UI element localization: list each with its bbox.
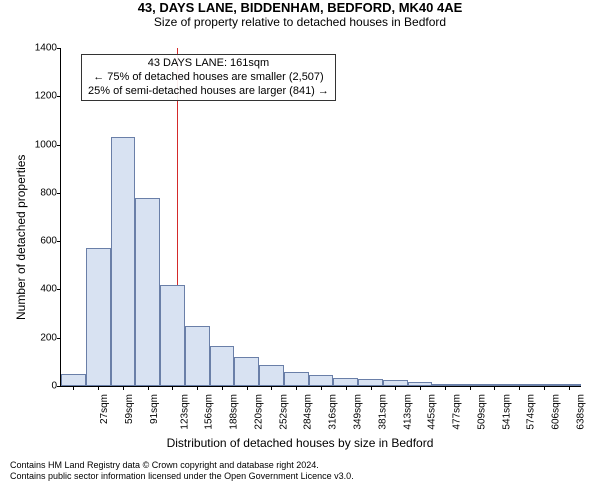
x-tick-mark bbox=[569, 386, 570, 390]
y-tick-label: 0 bbox=[23, 381, 57, 392]
x-tick-mark bbox=[172, 386, 173, 390]
x-tick-mark bbox=[222, 386, 223, 390]
x-tick-label: 188sqm bbox=[229, 394, 240, 430]
y-tick-mark bbox=[57, 386, 61, 387]
histogram-bar bbox=[284, 372, 309, 386]
x-tick-label: 477sqm bbox=[452, 394, 463, 430]
chart-title: 43, DAYS LANE, BIDDENHAM, BEDFORD, MK40 … bbox=[0, 0, 600, 15]
y-tick-mark bbox=[57, 289, 61, 290]
x-tick-label: 316sqm bbox=[328, 394, 339, 430]
x-tick-mark bbox=[395, 386, 396, 390]
x-tick-label: 220sqm bbox=[254, 394, 265, 430]
y-tick-mark bbox=[57, 48, 61, 49]
y-tick-label: 600 bbox=[23, 236, 57, 247]
x-tick-mark bbox=[494, 386, 495, 390]
histogram-bar bbox=[259, 365, 284, 386]
chart-container: 43, DAYS LANE, BIDDENHAM, BEDFORD, MK40 … bbox=[0, 0, 600, 500]
x-tick-label: 606sqm bbox=[551, 394, 562, 430]
x-tick-label: 413sqm bbox=[402, 394, 413, 430]
x-tick-mark bbox=[321, 386, 322, 390]
annotation-line: 43 DAYS LANE: 161sqm bbox=[88, 57, 329, 71]
x-tick-label: 156sqm bbox=[204, 394, 215, 430]
x-tick-mark bbox=[98, 386, 99, 390]
histogram-bar bbox=[309, 375, 334, 386]
x-tick-mark bbox=[519, 386, 520, 390]
x-tick-label: 381sqm bbox=[377, 394, 388, 430]
histogram-bar bbox=[61, 374, 86, 386]
histogram-bar bbox=[333, 378, 358, 386]
histogram-bar bbox=[358, 379, 383, 386]
y-tick-mark bbox=[57, 96, 61, 97]
y-tick-label: 800 bbox=[23, 187, 57, 198]
histogram-bar bbox=[160, 285, 185, 386]
annotation-line: 25% of semi-detached houses are larger (… bbox=[88, 85, 329, 99]
x-tick-label: 59sqm bbox=[124, 394, 135, 424]
y-tick-label: 400 bbox=[23, 284, 57, 295]
x-tick-mark bbox=[470, 386, 471, 390]
y-tick-mark bbox=[57, 338, 61, 339]
x-tick-label: 445sqm bbox=[427, 394, 438, 430]
y-tick-label: 1000 bbox=[23, 139, 57, 150]
x-tick-mark bbox=[247, 386, 248, 390]
x-tick-label: 541sqm bbox=[501, 394, 512, 430]
x-tick-label: 252sqm bbox=[278, 394, 289, 430]
x-tick-mark bbox=[445, 386, 446, 390]
histogram-bar bbox=[185, 326, 210, 386]
x-tick-label: 27sqm bbox=[99, 394, 110, 424]
y-tick-mark bbox=[57, 241, 61, 242]
x-tick-label: 284sqm bbox=[303, 394, 314, 430]
x-tick-mark bbox=[123, 386, 124, 390]
histogram-bar bbox=[234, 357, 259, 386]
footer-line: Contains public sector information licen… bbox=[10, 471, 354, 482]
plot-area: 43 DAYS LANE: 161sqm ← 75% of detached h… bbox=[60, 48, 581, 387]
histogram-bar bbox=[135, 198, 160, 386]
y-tick-label: 200 bbox=[23, 332, 57, 343]
y-tick-label: 1400 bbox=[23, 43, 57, 54]
x-tick-mark bbox=[73, 386, 74, 390]
x-tick-mark bbox=[371, 386, 372, 390]
footer-attribution: Contains HM Land Registry data © Crown c… bbox=[10, 460, 354, 482]
x-tick-mark bbox=[544, 386, 545, 390]
x-tick-mark bbox=[271, 386, 272, 390]
histogram-bar bbox=[210, 346, 235, 386]
x-tick-mark bbox=[197, 386, 198, 390]
annotation-box: 43 DAYS LANE: 161sqm ← 75% of detached h… bbox=[81, 54, 336, 101]
x-tick-label: 638sqm bbox=[575, 394, 586, 430]
x-tick-mark bbox=[346, 386, 347, 390]
y-tick-label: 1200 bbox=[23, 91, 57, 102]
y-tick-mark bbox=[57, 145, 61, 146]
x-tick-label: 509sqm bbox=[476, 394, 487, 430]
x-tick-label: 123sqm bbox=[179, 394, 190, 430]
x-tick-mark bbox=[148, 386, 149, 390]
histogram-bar bbox=[111, 137, 136, 386]
x-axis-label: Distribution of detached houses by size … bbox=[0, 436, 600, 450]
footer-line: Contains HM Land Registry data © Crown c… bbox=[10, 460, 354, 471]
x-tick-mark bbox=[420, 386, 421, 390]
x-tick-mark bbox=[296, 386, 297, 390]
x-tick-label: 91sqm bbox=[149, 394, 160, 424]
annotation-line: ← 75% of detached houses are smaller (2,… bbox=[88, 71, 329, 85]
histogram-bar bbox=[86, 248, 111, 386]
y-tick-mark bbox=[57, 193, 61, 194]
x-tick-label: 574sqm bbox=[526, 394, 537, 430]
x-tick-label: 349sqm bbox=[353, 394, 364, 430]
chart-subtitle: Size of property relative to detached ho… bbox=[0, 15, 600, 29]
